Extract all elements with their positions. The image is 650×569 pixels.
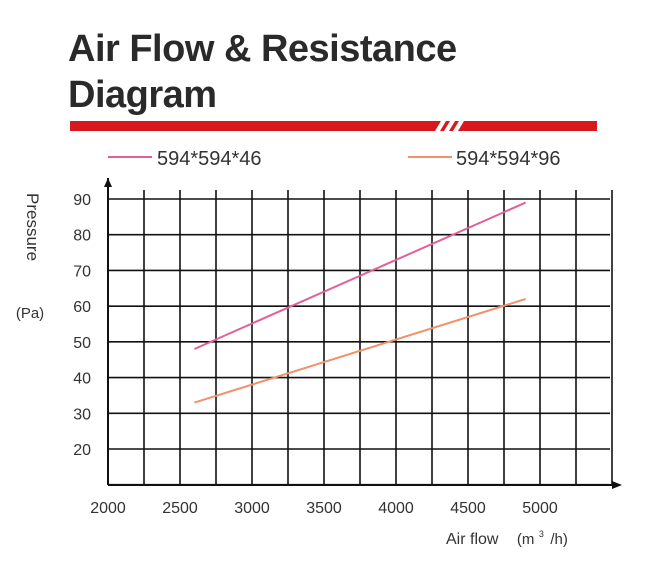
x-tick-label: 3000 (234, 500, 270, 517)
y-tick-label: 60 (73, 299, 91, 316)
axes (104, 178, 622, 489)
series-line-2 (194, 298, 526, 404)
legend-label-series-1: 594*594*46 (157, 148, 262, 170)
series-lines (193, 201, 527, 404)
x-axis-unit-post: /h) (550, 531, 568, 548)
x-axis-label-main: Air flow (446, 531, 499, 548)
x-tick-label: 2500 (162, 500, 198, 517)
y-tick-label: 80 (73, 228, 91, 245)
y-tick-label: 50 (73, 335, 91, 352)
y-tick-label: 90 (73, 192, 91, 209)
accent-bar-slashes (435, 121, 464, 131)
x-tick-label: 4000 (378, 500, 414, 517)
title-line-1: Air Flow & Resistance (68, 28, 457, 70)
x-axis-unit-sup: 3 (539, 529, 544, 539)
x-tick-label: 3500 (306, 500, 342, 517)
y-axis-label: Pressure (23, 193, 42, 261)
y-tick-label: 30 (73, 406, 91, 423)
accent-slash (435, 121, 446, 131)
y-axis-unit: (Pa) (16, 305, 44, 322)
y-tick-label: 70 (73, 263, 91, 280)
accent-bar (70, 121, 597, 131)
x-tick-label: 2000 (90, 500, 126, 517)
x-axis-unit-pre: (m (517, 531, 535, 548)
title-line-2: Diagram (68, 74, 217, 116)
x-axis-arrow (612, 481, 622, 489)
grid (108, 190, 613, 486)
series-line-1 (193, 201, 527, 350)
accent-slash (453, 121, 464, 131)
y-tick-label: 40 (73, 371, 91, 388)
y-axis-arrow (104, 178, 112, 187)
legend: 594*594*46 594*594*96 (108, 148, 561, 170)
tick-labels: 20 30 40 50 60 70 80 90 2000 2500 3000 3500 4000 4500… (73, 192, 558, 517)
y-tick-label: 20 (73, 442, 91, 459)
x-tick-label: 5000 (522, 500, 558, 517)
x-axis-label: Air flow (m 3 /h) (446, 524, 568, 548)
accent-slash (444, 121, 455, 131)
legend-label-series-2: 594*594*96 (456, 148, 561, 170)
x-tick-label: 4500 (450, 500, 486, 517)
chart-title: Air Flow & Resistance Diagram (68, 26, 457, 118)
